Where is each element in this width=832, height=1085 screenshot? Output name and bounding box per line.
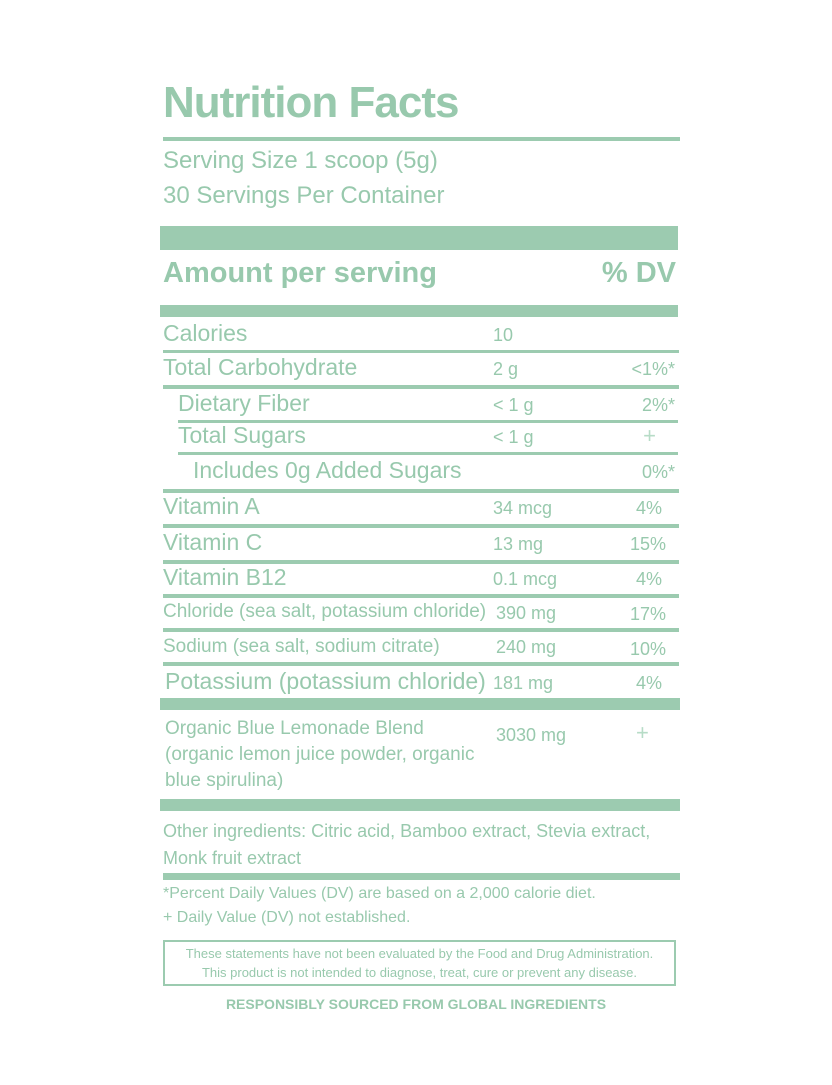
row-rule — [163, 628, 679, 632]
nutrient-dv: 10% — [629, 639, 666, 659]
nutrient-row-potassium: Potassium (potassium chloride) 181 mg 4% — [163, 666, 678, 700]
nutrient-name: Vitamin C — [163, 529, 263, 555]
nutrient-dv: 4% — [635, 673, 662, 693]
nutrient-amount: 240 mg — [496, 637, 557, 657]
row-rule — [163, 524, 679, 528]
fda-disclaimer-line1: These statements have not been evaluated… — [185, 946, 654, 961]
nutrient-row-chloride: Chloride (sea salt, potassium chloride) … — [163, 599, 678, 631]
sourced-tagline: RESPONSIBLY SOURCED FROM GLOBAL INGREDIE… — [225, 996, 607, 1012]
fda-disclaimer-line2: This product is not intended to diagnose… — [201, 965, 638, 980]
nutrient-row-calories: Calories 10 — [163, 320, 678, 352]
row-rule — [163, 385, 679, 389]
nutrient-dv: 17% — [629, 604, 666, 624]
footnote-dagger: + Daily Value (DV) not established. — [163, 909, 411, 926]
fda-disclaimer-box: These statements have not been evaluated… — [163, 940, 676, 986]
nutrient-name: Includes 0g Added Sugars — [193, 457, 462, 483]
row-rule — [163, 560, 679, 564]
nutrient-amount: 2 g — [493, 359, 519, 379]
nutrient-amount: 0.1 mcg — [493, 569, 558, 589]
nutrient-name: Vitamin A — [163, 493, 260, 519]
nutrient-name: Sodium (sea salt, sodium citrate) — [163, 636, 440, 657]
nutrient-name: Potassium (potassium chloride) — [165, 668, 486, 694]
serving-size: Serving Size 1 scoop (5g) — [163, 147, 438, 174]
nutrient-row-sodium: Sodium (sea salt, sodium citrate) 240 mg… — [163, 634, 678, 666]
blend-rule — [160, 799, 680, 811]
nutrient-dv: 4% — [635, 498, 662, 518]
nutrient-name: Total Sugars — [178, 422, 306, 448]
nutrient-amount: < 1 g — [493, 427, 534, 447]
nutrient-row-vitamin-c: Vitamin C 13 mg 15% — [163, 529, 678, 561]
title-rule — [163, 137, 680, 141]
nutrient-amount: 13 mg — [493, 534, 544, 554]
nutrient-amount: 34 mcg — [493, 498, 553, 518]
nutrient-row-total-sugars: Total Sugars < 1 g + — [163, 422, 678, 454]
nutrient-amount: 10 — [493, 325, 514, 345]
row-rule-thick — [160, 698, 680, 710]
row-rule — [163, 594, 679, 598]
nutrient-row-added-sugars: Includes 0g Added Sugars 0%* — [163, 457, 678, 489]
nutrient-name: Total Carbohydrate — [163, 354, 358, 380]
nutrient-name: Dietary Fiber — [178, 390, 310, 416]
nutrient-row-vitamin-b12: Vitamin B12 0.1 mcg 4% — [163, 564, 678, 596]
nutrient-row-vitamin-a: Vitamin A 34 mcg 4% — [163, 493, 678, 525]
row-rule — [163, 662, 679, 666]
footnote-rule — [163, 873, 680, 880]
thick-rule — [160, 226, 678, 250]
nutrient-row-total-carbohydrate: Total Carbohydrate 2 g <1%* — [163, 354, 678, 386]
nutrient-row-dietary-fiber: Dietary Fiber < 1 g 2%* — [163, 390, 678, 422]
dagger-icon: + — [636, 720, 649, 745]
label-title: Nutrition Facts — [163, 78, 459, 127]
row-rule — [178, 452, 678, 455]
dv-heading: % DV — [601, 257, 676, 289]
nutrient-dv: 2%* — [641, 395, 675, 415]
header-rule — [160, 305, 678, 317]
nutrient-amount: 181 mg — [493, 673, 554, 693]
nutrient-dv: 15% — [629, 534, 666, 554]
nutrient-name: Vitamin B12 — [163, 564, 287, 590]
row-rule — [178, 420, 678, 423]
nutrient-dv: <1%* — [631, 359, 675, 379]
footnote-percent-dv: *Percent Daily Values (DV) are based on … — [163, 885, 596, 902]
nutrient-name: Calories — [163, 320, 248, 346]
nutrient-dv: 0%* — [641, 462, 675, 482]
nutrient-amount: 390 mg — [496, 603, 557, 623]
nutrient-dv: 4% — [635, 569, 662, 589]
amount-per-serving-heading: Amount per serving — [163, 257, 437, 289]
blend-amount: 3030 mg — [496, 725, 567, 745]
row-rule — [163, 489, 679, 493]
nutrient-name-blend: Organic Blue Lemonade Blend (organic lem… — [165, 718, 475, 791]
servings-per-container: 30 Servings Per Container — [163, 182, 445, 209]
nutrient-name: Chloride (sea salt, potassium chloride) — [163, 601, 487, 622]
nutrient-amount: < 1 g — [493, 395, 534, 415]
other-ingredients: Other ingredients: Citric acid, Bamboo e… — [163, 821, 651, 868]
row-rule — [163, 350, 679, 353]
dagger-icon: + — [643, 423, 656, 448]
